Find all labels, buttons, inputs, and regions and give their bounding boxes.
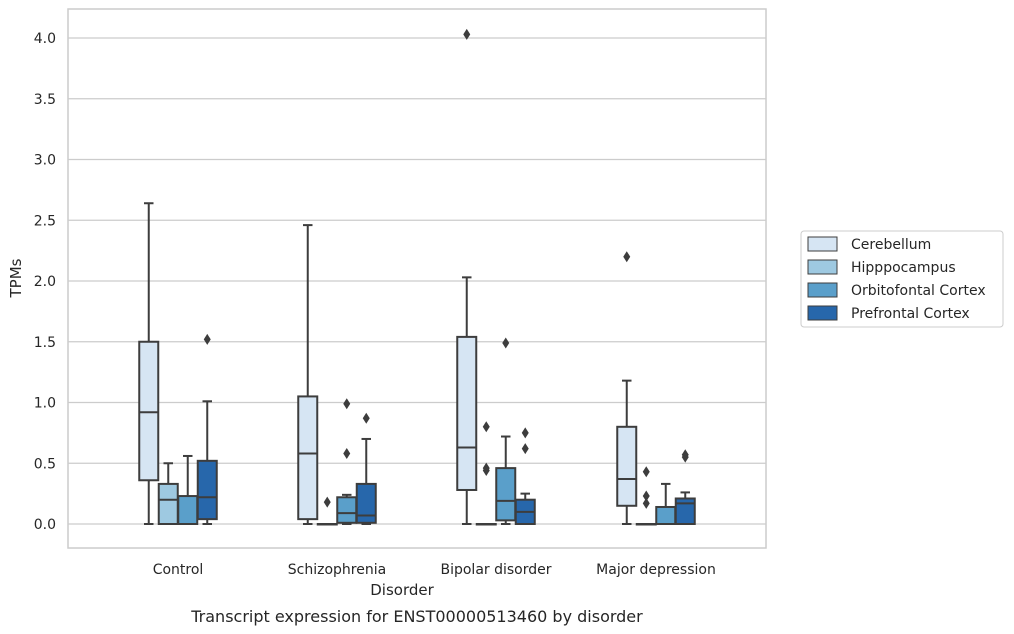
box bbox=[157, 462, 179, 525]
y-tick-label: 3.5 bbox=[34, 92, 56, 108]
box-body bbox=[157, 482, 179, 525]
legend-label: Prefrontal Cortex bbox=[851, 306, 970, 322]
box bbox=[336, 398, 358, 525]
outlier-point bbox=[502, 337, 510, 349]
series-prefrontal-cortex bbox=[196, 333, 696, 526]
y-tick-label: 3.0 bbox=[34, 153, 56, 169]
outlier-point bbox=[463, 28, 471, 40]
box-body bbox=[655, 505, 677, 525]
x-tick-label: Major depression bbox=[596, 562, 716, 578]
box-body bbox=[177, 495, 199, 525]
plot-area-frame bbox=[67, 8, 767, 549]
x-axis-label: Disorder bbox=[370, 581, 434, 599]
box-body bbox=[196, 459, 218, 521]
box-body bbox=[336, 496, 358, 524]
box-body bbox=[495, 467, 517, 522]
x-tick-label: Schizophrenia bbox=[288, 562, 386, 578]
legend-frame bbox=[800, 230, 1004, 328]
outlier-point bbox=[681, 451, 689, 463]
box bbox=[635, 466, 657, 526]
box bbox=[475, 421, 497, 526]
box bbox=[616, 251, 638, 525]
box-body bbox=[674, 497, 696, 525]
outlier-point bbox=[521, 427, 529, 439]
outlier-point bbox=[323, 496, 331, 508]
y-tick-label: 2.5 bbox=[34, 213, 56, 229]
box-body bbox=[616, 425, 638, 507]
box bbox=[355, 412, 377, 525]
outlier-point bbox=[482, 465, 490, 477]
outlier-point bbox=[362, 412, 370, 424]
y-tick-label: 1.5 bbox=[34, 335, 56, 351]
legend-swatch bbox=[807, 305, 838, 321]
legend-label: Hipppocampus bbox=[851, 260, 956, 276]
outlier-point bbox=[623, 251, 631, 263]
series-cerebellum bbox=[138, 28, 638, 525]
legend-swatch bbox=[807, 259, 838, 275]
x-tick-label: Control bbox=[153, 562, 204, 578]
legend-item: Orbitofontal Cortex bbox=[807, 282, 986, 299]
x-tick-label: Bipolar disorder bbox=[440, 562, 551, 578]
y-tick-labels: 0.0 0.5 1.0 1.5 2.0 2.5 3.0 3.5 4.0 bbox=[34, 31, 56, 533]
outlier-point bbox=[642, 497, 650, 509]
box bbox=[297, 224, 319, 525]
legend-item: Hipppocampus bbox=[807, 259, 956, 276]
box-body bbox=[297, 395, 319, 521]
legend: Cerebellum Hipppocampus Orbitofontal Corte… bbox=[800, 230, 1004, 328]
legend-label: Orbitofontal Cortex bbox=[851, 283, 986, 299]
box-body bbox=[138, 340, 160, 482]
outlier-point bbox=[343, 448, 351, 460]
legend-label: Cerebellum bbox=[851, 237, 931, 253]
outlier-point bbox=[343, 398, 351, 410]
series-orbitofontal-cortex bbox=[177, 337, 677, 525]
y-tick-label: 0.5 bbox=[34, 456, 56, 472]
legend-item: Prefrontal Cortex bbox=[807, 305, 970, 322]
outlier-point bbox=[482, 421, 490, 433]
box bbox=[316, 496, 338, 526]
box bbox=[674, 449, 696, 525]
box bbox=[514, 427, 536, 526]
y-tick-label: 1.0 bbox=[34, 396, 56, 412]
box-series bbox=[138, 28, 696, 526]
legend-item: Cerebellum bbox=[807, 236, 931, 253]
box-body bbox=[355, 482, 377, 524]
series-hipppocampus bbox=[157, 421, 657, 526]
legend-swatch bbox=[807, 236, 838, 252]
y-tick-label: 2.0 bbox=[34, 274, 56, 290]
outlier-point bbox=[642, 466, 650, 478]
outlier-point bbox=[642, 490, 650, 502]
y-tick-label: 4.0 bbox=[34, 31, 56, 47]
y-axis-label: TPMs bbox=[7, 258, 25, 298]
outlier-point bbox=[203, 333, 211, 345]
chart-caption: Transcript expression for ENST0000051346… bbox=[190, 607, 643, 626]
outlier-point bbox=[521, 443, 529, 455]
box-body bbox=[456, 335, 478, 491]
box bbox=[495, 337, 517, 525]
box bbox=[456, 28, 478, 525]
box bbox=[177, 454, 199, 525]
box bbox=[196, 333, 218, 525]
legend-swatch bbox=[807, 282, 838, 298]
y-tick-label: 0.0 bbox=[34, 517, 56, 533]
box bbox=[138, 202, 160, 525]
x-tick-labels: Control Schizophrenia Bipolar disorder Majo… bbox=[153, 562, 716, 578]
